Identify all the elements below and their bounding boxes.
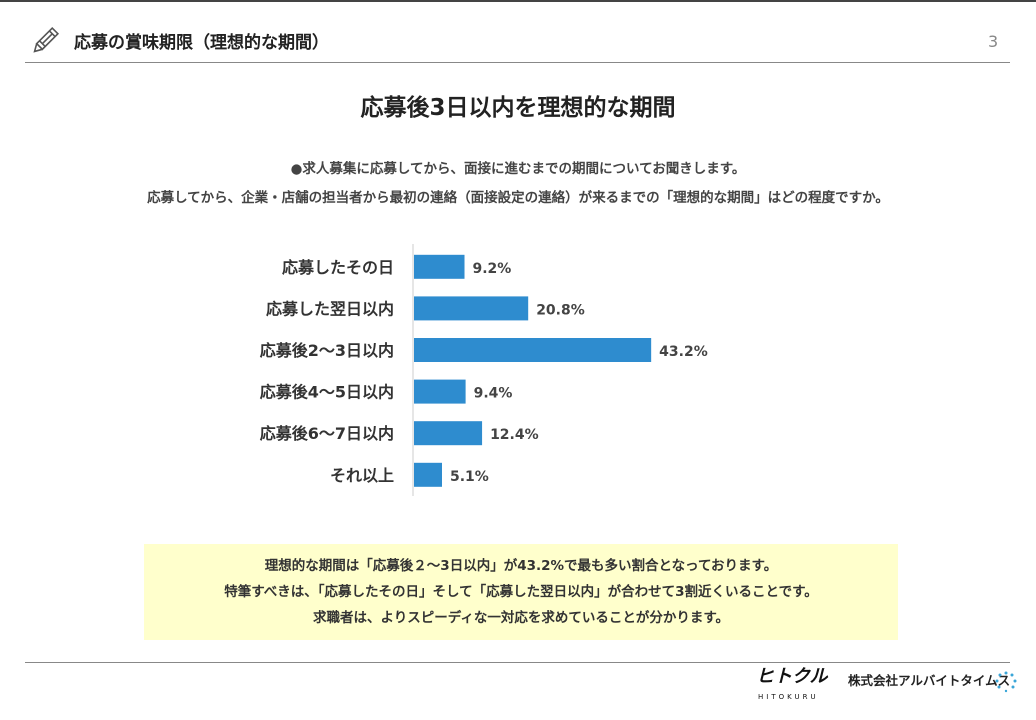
note-line-1: 理想的な期間は「応募後２～3日以内」が43.2%で最も多い割合となっております。	[264, 558, 778, 574]
page-number: 3	[988, 32, 999, 51]
company-name: 株式会社アルバイトタイムス	[848, 673, 1011, 688]
pencil-icon	[33, 26, 60, 53]
bar	[414, 421, 483, 446]
header-title: 応募の賞味期限（理想的な期間）	[74, 33, 329, 53]
bar	[414, 338, 652, 362]
category-label: それ以上	[330, 466, 394, 485]
top-border	[0, 0, 1036, 2]
bar	[414, 254, 465, 279]
category-label: 応募した翌日以内	[266, 299, 394, 318]
header-divider	[25, 62, 1010, 63]
data-label: 5.1%	[450, 469, 489, 485]
category-label: 応募したその日	[282, 258, 394, 277]
company-mark-icon	[995, 671, 1017, 693]
category-label: 応募後6～7日以内	[260, 424, 394, 443]
category-label: 応募後4～5日以内	[260, 383, 394, 402]
category-label: 応募後2～3日以内	[260, 341, 394, 360]
footer-divider	[25, 662, 1010, 663]
data-label: 43.2%	[659, 344, 708, 360]
bar	[414, 462, 442, 487]
main-title: 応募後3日以内を理想的な期間	[360, 95, 676, 121]
hitokuru-logo: ヒトクル	[756, 666, 828, 687]
data-label: 9.4%	[474, 386, 513, 402]
question-line-2: 応募してから、企業・店舗の担当者から最初の連絡（面接設定の連絡）が来るまでの「理…	[147, 190, 889, 206]
summary-note: 理想的な期間は「応募後２～3日以内」が43.2%で最も多い割合となっております。…	[144, 544, 898, 640]
data-label: 20.8%	[536, 302, 585, 318]
bar	[414, 296, 529, 321]
hitokuru-logo-sub: HITOKURU	[758, 693, 819, 701]
data-label: 9.2%	[473, 261, 512, 277]
note-line-2: 特筆すべきは、「応募したその日」そして「応募した翌日以内」が合わせて3割近くいる…	[224, 584, 818, 600]
bar	[414, 379, 466, 404]
question-line-1: ●求人募集に応募してから、面接に進むまでの期間についてお聞きします。	[290, 161, 746, 177]
note-line-3: 求職者は、よりスピーディな一対応を求めていることが分かります。	[313, 610, 729, 626]
data-label: 12.4%	[490, 427, 539, 443]
bar-chart: 応募したその日 9.2% 応募した翌日以内 20.8% 応募後2～3日以内 43.2% 応募…	[260, 244, 708, 496]
